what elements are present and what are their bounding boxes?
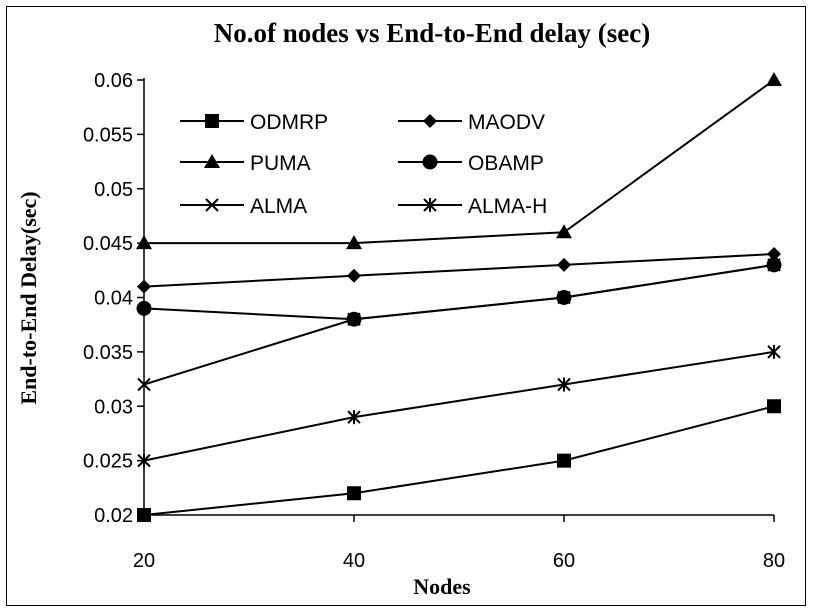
legend-marker-circle [422,154,438,170]
series-line-alma-h [143,350,775,462]
data-point-alma-h [137,453,151,468]
legend-marker-asterisk [423,198,437,212]
y-axis-title: End-to-End Delay(sec) [16,191,41,404]
legend-item-puma: PUMA [180,152,311,175]
data-point-alma [767,258,781,272]
series-layer [136,72,782,522]
data-point-alma [557,290,571,305]
legend-marker-square [205,114,219,128]
series-line-maodv [143,253,775,288]
series-maodv [137,247,781,294]
data-point-puma [346,235,362,250]
data-point-odmrp [137,508,151,522]
data-point-alma-h [767,344,781,359]
series-line-puma [144,79,775,245]
legend-label: MAODV [468,111,545,134]
legend-label: PUMA [250,152,311,175]
series-alma-h [137,344,781,468]
data-point-odmrp [347,486,361,501]
data-point-obamp [136,300,152,316]
y-tick-label: 0.03 [94,396,133,418]
axes [143,78,774,516]
legend-item-odmrp: ODMRP [180,111,328,134]
data-point-puma [136,235,152,250]
y-tick-label: 0.05 [94,179,133,201]
series-puma [136,72,782,250]
y-tick-label: 0.045 [83,233,133,255]
legend-label: ODMRP [250,111,328,134]
data-point-maodv [557,257,571,272]
data-point-puma [556,224,572,239]
x-tick-label: 80 [763,550,785,572]
data-point-alma [347,312,361,326]
data-point-alma-h [347,410,361,425]
x-tick-label: 60 [553,550,575,572]
x-tick-label: 40 [343,550,365,572]
series-line-obamp [143,263,775,321]
series-alma [137,258,781,392]
x-tick-label: 20 [133,550,155,572]
legend-label: ALMA [250,195,307,218]
legend-marker-triangle [204,154,220,168]
chart-title: No.of nodes vs End-to-End delay (sec) [214,18,651,48]
data-point-alma-h [557,377,571,392]
data-point-odmrp [767,399,781,414]
legend-marker-diamond [423,114,437,128]
legend-label: ALMA-H [468,195,547,218]
legend-item-maodv: MAODV [398,111,545,134]
y-tick-label: 0.035 [83,342,133,364]
data-point-puma [766,72,782,86]
y-tick-labels: 0.02 0.025 0.03 0.035 0.04 0.045 0.05 0.055 0.06 [83,70,144,527]
x-tick-labels: 20 40 60 80 [133,515,785,572]
y-tick-label: 0.06 [94,70,133,92]
y-tick-label: 0.055 [83,124,133,146]
y-tick-label: 0.025 [83,451,133,473]
series-line-alma [143,263,775,386]
legend-marker-x [205,198,219,212]
legend-label: OBAMP [468,152,544,175]
series-odmrp [137,399,781,522]
legend-item-alma-h: ALMA-H [398,195,547,218]
x-axis-title: Nodes [413,574,471,599]
series-obamp [136,257,782,327]
legend-item-alma: ALMA [180,195,307,218]
data-point-odmrp [557,453,571,468]
legend: ODMRP MAODV PUMA OBAMP ALMA ALMA-H [180,111,547,218]
y-tick-label: 0.02 [94,505,133,527]
series-line-odmrp [143,405,775,516]
data-point-maodv [767,247,781,261]
data-point-alma [137,377,151,392]
data-point-maodv [137,279,151,294]
data-point-maodv [347,268,361,283]
legend-item-obamp: OBAMP [398,152,544,175]
y-tick-label: 0.04 [94,288,133,310]
